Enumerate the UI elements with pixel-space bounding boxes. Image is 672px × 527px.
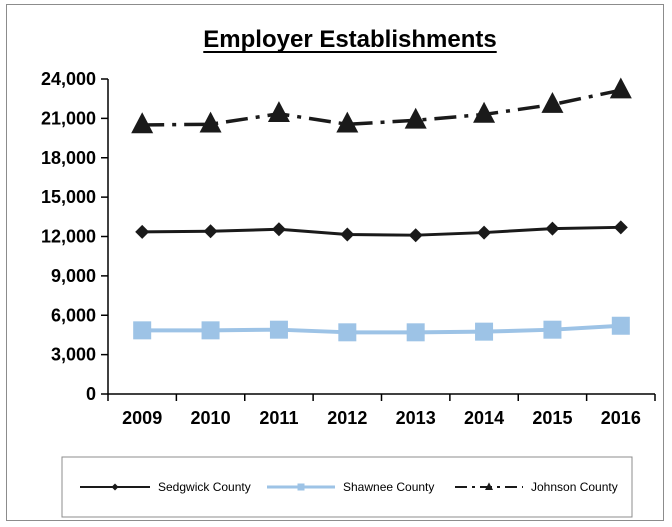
y-tick-label: 0 xyxy=(86,384,96,404)
chart-title: Employer Establishments xyxy=(203,26,496,53)
data-point xyxy=(199,111,222,133)
data-point xyxy=(406,323,425,342)
data-point xyxy=(404,107,427,129)
series-line xyxy=(142,323,621,335)
data-point xyxy=(201,321,220,340)
legend-label: Johnson County xyxy=(531,480,618,494)
x-tick-label: 2015 xyxy=(532,408,572,428)
data-point xyxy=(609,77,632,99)
data-point xyxy=(133,321,152,340)
y-tick-label: 3,000 xyxy=(51,345,96,365)
data-point xyxy=(613,220,628,235)
chart-legend: Sedgwick County Shawnee County Johnson Cou… xyxy=(61,456,633,518)
series-sedgwick-county xyxy=(135,220,628,243)
data-point xyxy=(475,322,494,341)
legend-marker xyxy=(297,483,305,491)
x-tick-label: 2014 xyxy=(464,408,504,428)
y-tick-label: 12,000 xyxy=(41,227,96,247)
x-tick-label: 2013 xyxy=(396,408,436,428)
legend-marker xyxy=(111,483,119,491)
data-point xyxy=(477,225,492,240)
data-point xyxy=(338,323,357,342)
data-point xyxy=(135,224,150,239)
data-point xyxy=(543,320,562,339)
legend-label: Shawnee County xyxy=(343,480,434,494)
data-point xyxy=(203,224,218,239)
series-shawnee-county xyxy=(133,316,630,342)
series-line xyxy=(142,88,622,127)
y-tick-label: 9,000 xyxy=(51,266,96,286)
data-point xyxy=(271,222,286,237)
series-line xyxy=(142,225,621,237)
y-tick-label: 24,000 xyxy=(41,69,96,89)
y-tick-label: 6,000 xyxy=(51,305,96,325)
chart-series-layer xyxy=(131,77,632,342)
legend-marker xyxy=(485,482,493,490)
data-point xyxy=(473,101,496,123)
x-tick-label: 2011 xyxy=(259,408,298,428)
y-tick-label: 15,000 xyxy=(41,187,96,207)
chart-axes: 0 3,000 6,000 9,000 12,000 15,000 18,000 21,000… xyxy=(41,69,656,428)
data-point xyxy=(545,221,560,236)
y-tick-label: 18,000 xyxy=(41,148,96,168)
data-point xyxy=(336,111,359,133)
data-point xyxy=(269,320,288,339)
data-point xyxy=(611,316,630,335)
legend-box xyxy=(61,456,633,518)
y-tick-label: 21,000 xyxy=(41,108,96,128)
x-tick-label: 2012 xyxy=(327,408,367,428)
legend-entry: Shawnee County xyxy=(267,480,434,494)
legend-entry: Sedgwick County xyxy=(80,480,251,494)
chart-frame xyxy=(6,4,664,521)
x-tick-label: 2009 xyxy=(122,408,162,428)
data-point xyxy=(541,91,564,113)
data-point xyxy=(408,228,423,243)
series-johnson-county xyxy=(131,77,632,134)
data-point xyxy=(131,112,154,134)
x-tick-label: 2010 xyxy=(191,408,231,428)
data-point xyxy=(340,227,355,242)
legend-label: Sedgwick County xyxy=(158,480,251,494)
x-tick-label: 2016 xyxy=(601,408,641,428)
legend-entry: Johnson County xyxy=(455,480,618,494)
data-point xyxy=(267,101,290,123)
